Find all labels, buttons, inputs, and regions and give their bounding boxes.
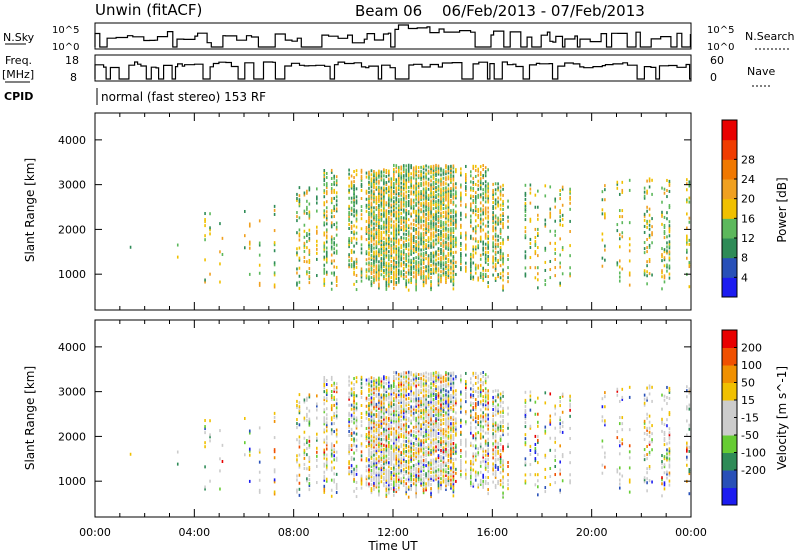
velocity-cbar-swatch [722, 417, 737, 436]
velocity-colorbar: 200 100 50 15 -15 -50 -100 -200 [721, 329, 766, 506]
x-tick-label: 08:00 [278, 526, 310, 539]
station-title: Unwin (fitACF) [95, 1, 202, 19]
nsearch-tick-low: 10^0 [707, 42, 734, 53]
power-cbar-label: Power [dB] [775, 177, 789, 242]
power-cbar-swatch [722, 238, 737, 259]
power-cbar-swatch [722, 277, 737, 298]
velocity-cbar-label: Velocity [m s^-1] [775, 366, 789, 470]
velocity-cbar-swatch [722, 470, 737, 488]
x-axis-ticks: 00:00 04:00 08:00 12:00 16:00 20:00 00:00 [79, 526, 707, 539]
velocity-cbar-tick: -100 [741, 447, 766, 460]
power-cbar-swatch [722, 139, 737, 160]
velocity-panel: Slant Range [km] 1000 2000 3000 4000 200 100… [23, 319, 789, 518]
velocity-cbar-tick: 200 [741, 342, 762, 355]
velocity-cbar-tick: 15 [741, 394, 755, 407]
freq-label-1: Freq. [5, 54, 32, 67]
velocity-cbar-swatch [722, 452, 737, 471]
x-tick-label: 04:00 [178, 526, 210, 539]
nsearch-tick-high: 10^5 [707, 25, 734, 36]
power-cbar-swatch [722, 120, 737, 141]
power-cbar-tick: 24 [741, 173, 755, 186]
velocity-cbar-tick: -200 [741, 464, 766, 477]
nsky-panel: N.Sky 10^5 10^0 10^5 10^0 N.Search [3, 22, 795, 53]
velocity-cbar-swatch [722, 330, 737, 348]
velocity-cbar-swatch [722, 435, 737, 453]
power-cbar-tick: 16 [741, 212, 755, 225]
power-ytick-label: 2000 [58, 223, 86, 236]
power-cbar-swatch [722, 257, 737, 278]
power-cbar-tick: 4 [741, 271, 748, 284]
x-tick-label: 12:00 [377, 526, 409, 539]
nave-label: Nave [747, 65, 775, 78]
freq-tick-low: 8 [70, 71, 77, 84]
power-cbar-swatch [722, 198, 737, 219]
freq-label-2: [MHz] [2, 68, 34, 81]
nsearch-label: N.Search [745, 30, 795, 43]
nsky-tick-low: 10^0 [52, 42, 79, 53]
velocity-ytick-label: 4000 [58, 341, 86, 354]
velocity-yticks: 1000 2000 3000 4000 [58, 341, 86, 488]
cpid-panel: CPID normal (fast stereo) 153 RF [4, 88, 266, 105]
freq-bars [94, 61, 691, 80]
power-cbar-swatch [722, 179, 737, 200]
power-cells [129, 163, 691, 292]
velocity-cbar-swatch [722, 487, 737, 506]
velocity-ytick-label: 3000 [58, 386, 86, 399]
power-cbar-swatch [722, 218, 737, 239]
velocity-ytick-label: 1000 [58, 475, 86, 488]
power-panel: Slant Range [km] 1000 2000 3000 4000 4 8 12 16… [23, 112, 789, 311]
power-ytick-label: 3000 [58, 179, 86, 192]
velocity-cbar-swatch [722, 382, 737, 401]
power-cbar-tick: 8 [741, 252, 748, 265]
velocity-ylabel: Slant Range [km] [23, 366, 37, 470]
nave-tick-high: 60 [710, 54, 724, 67]
velocity-ytick-label: 2000 [58, 430, 86, 443]
freq-tick-high: 18 [65, 54, 79, 67]
velocity-frame-ticks [94, 320, 692, 517]
nsky-label: N.Sky [3, 31, 35, 44]
beam-label: Beam 06 [355, 2, 422, 20]
power-cbar-frame [721, 119, 738, 298]
cpid-mode: normal (fast stereo) 153 RF [101, 90, 266, 104]
power-ytick-label: 1000 [58, 268, 86, 281]
freq-panel: Freq. [MHz] 18 8 60 0 Nave [2, 54, 775, 87]
power-ytick-label: 4000 [58, 134, 86, 147]
power-colorbar: 4 8 12 16 20 24 28 [721, 119, 755, 298]
cpid-label: CPID [4, 90, 33, 103]
x-tick-label: 20:00 [576, 526, 608, 539]
power-frame-ticks [94, 113, 692, 310]
power-ylabel: Slant Range [km] [23, 158, 37, 262]
x-tick-label: 00:00 [675, 526, 707, 539]
date-range: 06/Feb/2013 - 07/Feb/2013 [442, 2, 645, 20]
power-cbar-tick: 28 [741, 153, 755, 166]
velocity-cbar-swatch [722, 347, 737, 366]
velocity-cbar-tick: -50 [741, 429, 759, 442]
velocity-cbar-tick: -15 [741, 412, 759, 425]
x-tick-label: 00:00 [79, 526, 111, 539]
power-cbar-swatch [722, 159, 737, 180]
velocity-cbar-swatch [722, 365, 737, 383]
power-cbar-tick: 12 [741, 232, 755, 245]
nsky-tick-high: 10^5 [52, 25, 79, 36]
x-axis-label: Time UT [367, 539, 418, 553]
velocity-cells [129, 370, 691, 499]
power-cbar-tick: 20 [741, 193, 755, 206]
nsky-bars [94, 24, 691, 48]
velocity-cbar-tick: 100 [741, 359, 762, 372]
velocity-cbar-tick: 50 [741, 377, 755, 390]
velocity-cbar-swatch [722, 400, 737, 418]
nave-tick-low: 0 [710, 71, 717, 84]
x-tick-label: 16:00 [476, 526, 508, 539]
power-yticks: 1000 2000 3000 4000 [58, 134, 86, 281]
